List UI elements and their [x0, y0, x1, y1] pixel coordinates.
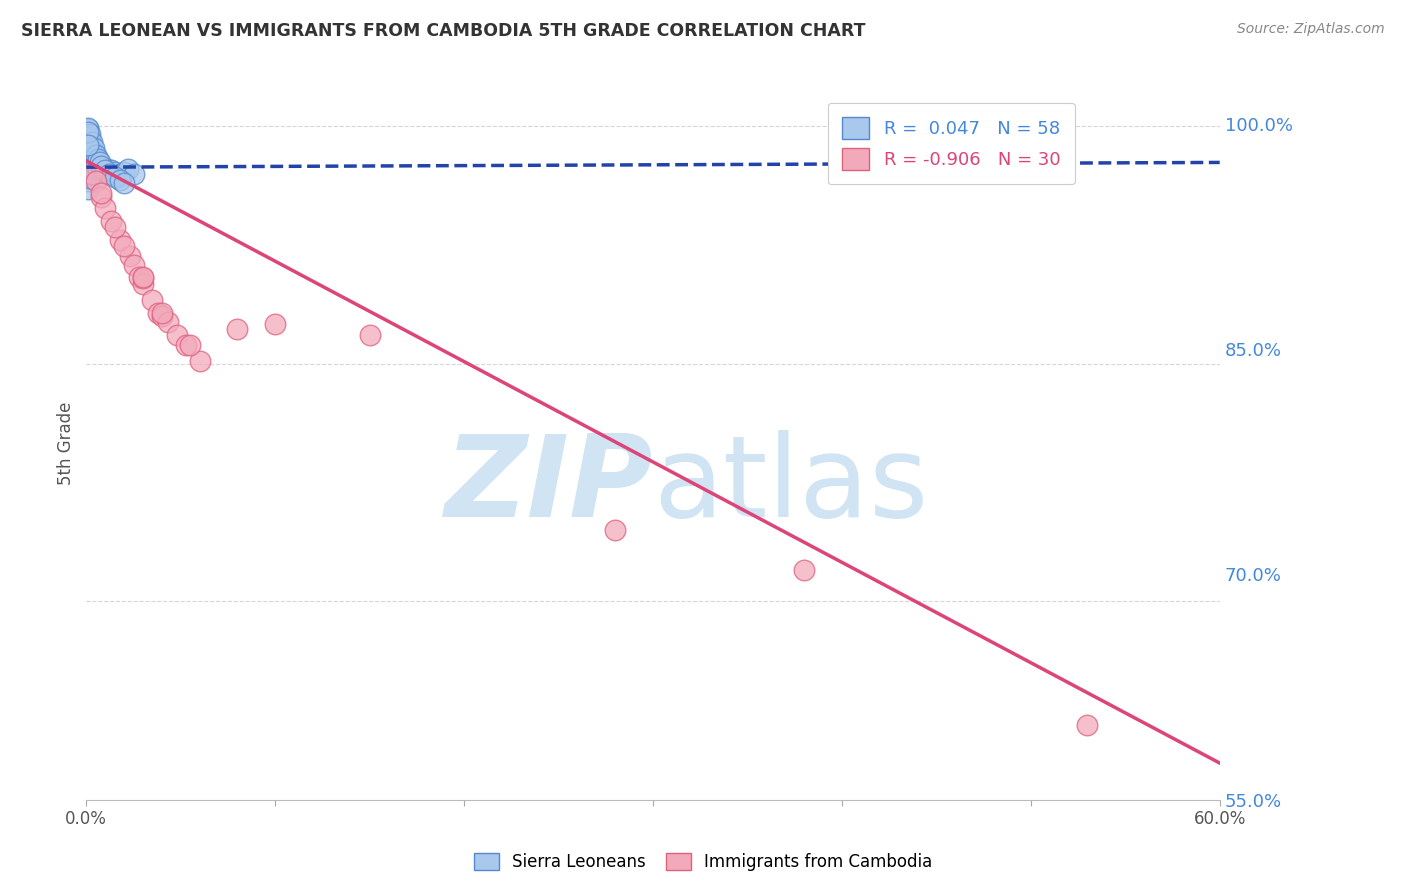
Point	[80, 143, 103, 157]
Point	[132, 269, 155, 284]
Point	[176, 337, 198, 351]
Point	[118, 249, 141, 263]
Point	[112, 165, 135, 179]
Point	[110, 233, 132, 247]
Y-axis label: 5th Grade: 5th Grade	[58, 401, 75, 484]
Point	[79, 138, 101, 153]
Point	[156, 316, 179, 330]
Point	[110, 167, 132, 181]
Point	[77, 125, 100, 139]
Point	[83, 161, 105, 176]
Point	[146, 306, 169, 320]
Point	[112, 239, 135, 253]
Point	[77, 138, 100, 153]
Text: atlas: atlas	[652, 430, 928, 541]
Point	[79, 127, 101, 141]
Point	[94, 165, 117, 179]
Point	[80, 145, 103, 159]
Point	[90, 160, 112, 174]
Point	[264, 317, 287, 331]
Point	[793, 563, 815, 577]
Point	[104, 169, 127, 184]
Point	[79, 139, 101, 153]
Text: Source: ZipAtlas.com: Source: ZipAtlas.com	[1237, 22, 1385, 37]
Point	[77, 143, 100, 157]
Point	[84, 159, 107, 173]
Point	[166, 328, 188, 343]
Point	[83, 153, 105, 168]
Point	[77, 135, 100, 149]
Point	[86, 153, 108, 168]
Point	[84, 174, 107, 188]
Text: SIERRA LEONEAN VS IMMIGRANTS FROM CAMBODIA 5TH GRADE CORRELATION CHART: SIERRA LEONEAN VS IMMIGRANTS FROM CAMBOD…	[21, 22, 866, 40]
Point	[86, 161, 108, 176]
Point	[132, 271, 155, 285]
Point	[100, 163, 122, 178]
Point	[97, 167, 120, 181]
Point	[77, 182, 100, 196]
Point	[105, 169, 128, 184]
Point	[79, 131, 101, 145]
Legend: R =  0.047   N = 58, R = -0.906   N = 30: R = 0.047 N = 58, R = -0.906 N = 30	[828, 103, 1074, 185]
Point	[179, 337, 201, 351]
Point	[605, 523, 627, 537]
Point	[91, 163, 114, 178]
Point	[104, 220, 127, 235]
Point	[100, 214, 122, 228]
Point	[86, 153, 108, 167]
Point	[79, 171, 101, 186]
Point	[80, 135, 103, 149]
Point	[150, 309, 173, 323]
Point	[104, 165, 127, 179]
Text: ZIP: ZIP	[444, 430, 652, 541]
Point	[1076, 718, 1098, 732]
Point	[150, 306, 173, 320]
Point	[79, 163, 101, 178]
Point	[83, 141, 105, 155]
Point	[122, 259, 145, 273]
Point	[84, 151, 107, 165]
Point	[101, 168, 124, 182]
Point	[80, 167, 103, 181]
Point	[97, 167, 120, 181]
Point	[112, 176, 135, 190]
Point	[83, 145, 105, 160]
Point	[359, 328, 381, 343]
Point	[94, 202, 117, 216]
Point	[77, 174, 100, 188]
Point	[188, 353, 211, 368]
Point	[84, 147, 107, 161]
Point	[77, 120, 100, 135]
Point	[79, 155, 101, 169]
Point	[77, 122, 100, 136]
Point	[90, 186, 112, 200]
Point	[77, 167, 100, 181]
Point	[122, 167, 145, 181]
Point	[89, 155, 111, 169]
Point	[117, 161, 139, 176]
Point	[80, 167, 103, 181]
Point	[90, 159, 112, 173]
Point	[77, 127, 100, 141]
Point	[89, 157, 111, 171]
Point	[141, 293, 163, 308]
Point	[80, 159, 103, 173]
Point	[94, 163, 117, 178]
Point	[128, 269, 150, 284]
Point	[77, 151, 100, 165]
Point	[226, 322, 249, 336]
Point	[77, 130, 100, 145]
Point	[77, 159, 100, 173]
Point	[90, 190, 112, 204]
Point	[96, 161, 118, 176]
Point	[110, 173, 132, 187]
Point	[79, 147, 101, 161]
Legend: Sierra Leoneans, Immigrants from Cambodia: Sierra Leoneans, Immigrants from Cambodi…	[465, 845, 941, 880]
Point	[132, 277, 155, 292]
Point	[80, 151, 103, 165]
